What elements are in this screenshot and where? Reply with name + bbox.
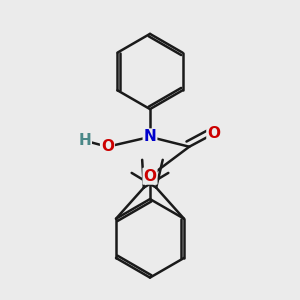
Text: O: O	[143, 169, 157, 184]
Text: O: O	[101, 139, 114, 154]
Text: H: H	[78, 133, 91, 148]
Text: O: O	[207, 126, 220, 141]
Text: N: N	[144, 129, 156, 144]
